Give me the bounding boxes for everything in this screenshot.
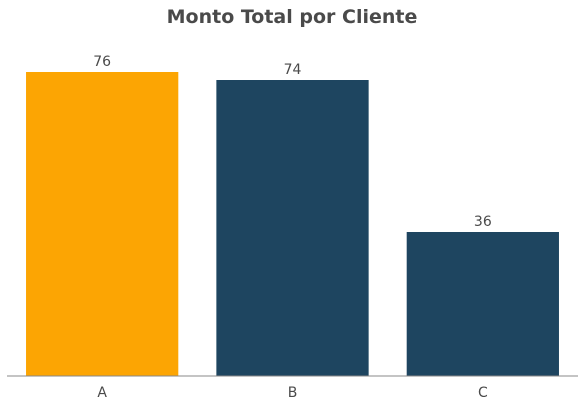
bar-a (26, 72, 179, 376)
data-labels-layer: 76 74 36 (93, 54, 492, 230)
data-label-a: 76 (93, 54, 111, 70)
bar-c (406, 232, 559, 376)
x-tick-label-a: A (97, 385, 107, 401)
chart-title: Monto Total por Cliente (167, 6, 418, 28)
bar-b (216, 80, 369, 376)
bars-layer (26, 72, 559, 376)
data-label-c: 36 (474, 214, 492, 230)
data-label-b: 74 (284, 62, 302, 78)
x-tick-labels-layer: A B C (97, 385, 488, 401)
x-tick-label-b: B (288, 385, 298, 401)
x-tick-label-c: C (478, 385, 488, 401)
